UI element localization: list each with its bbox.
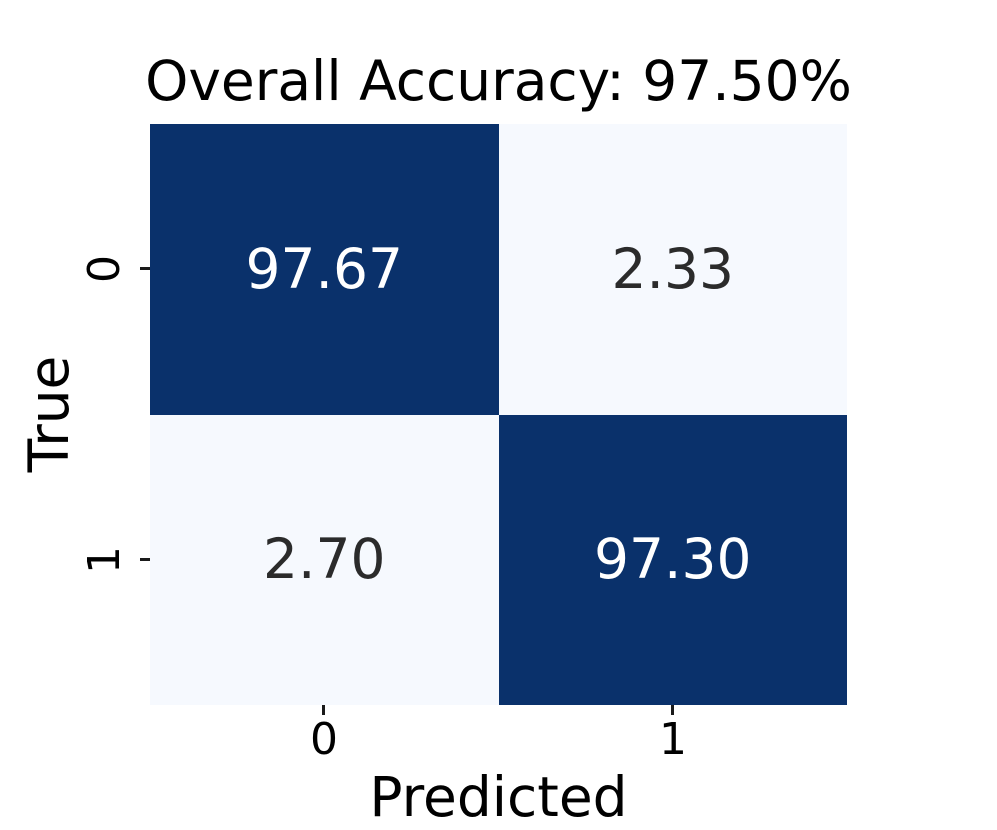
x-tick-label-0: 0 — [310, 714, 338, 765]
x-tick-mark-1 — [671, 705, 674, 715]
y-tick-mark-1 — [140, 558, 150, 561]
x-tick-mark-0 — [322, 705, 325, 715]
y-tick-label-1: 1 — [79, 546, 130, 574]
y-tick-mark-0 — [140, 267, 150, 270]
heatmap-cell-true1-pred0: 2.70 — [150, 414, 499, 705]
heatmap-cell-true0-pred0: 97.67 — [150, 124, 499, 415]
y-axis-label: True — [17, 355, 81, 473]
heatmap-grid: 97.67 2.33 2.70 97.30 — [150, 124, 847, 705]
chart-title: Overall Accuracy: 97.50% — [145, 49, 852, 113]
heatmap-cell-true0-pred1: 2.33 — [498, 124, 847, 415]
y-tick-label-0: 0 — [79, 255, 130, 283]
x-axis-label: Predicted — [369, 765, 628, 829]
x-tick-label-1: 1 — [659, 714, 687, 765]
heatmap-cell-true1-pred1: 97.30 — [498, 414, 847, 705]
